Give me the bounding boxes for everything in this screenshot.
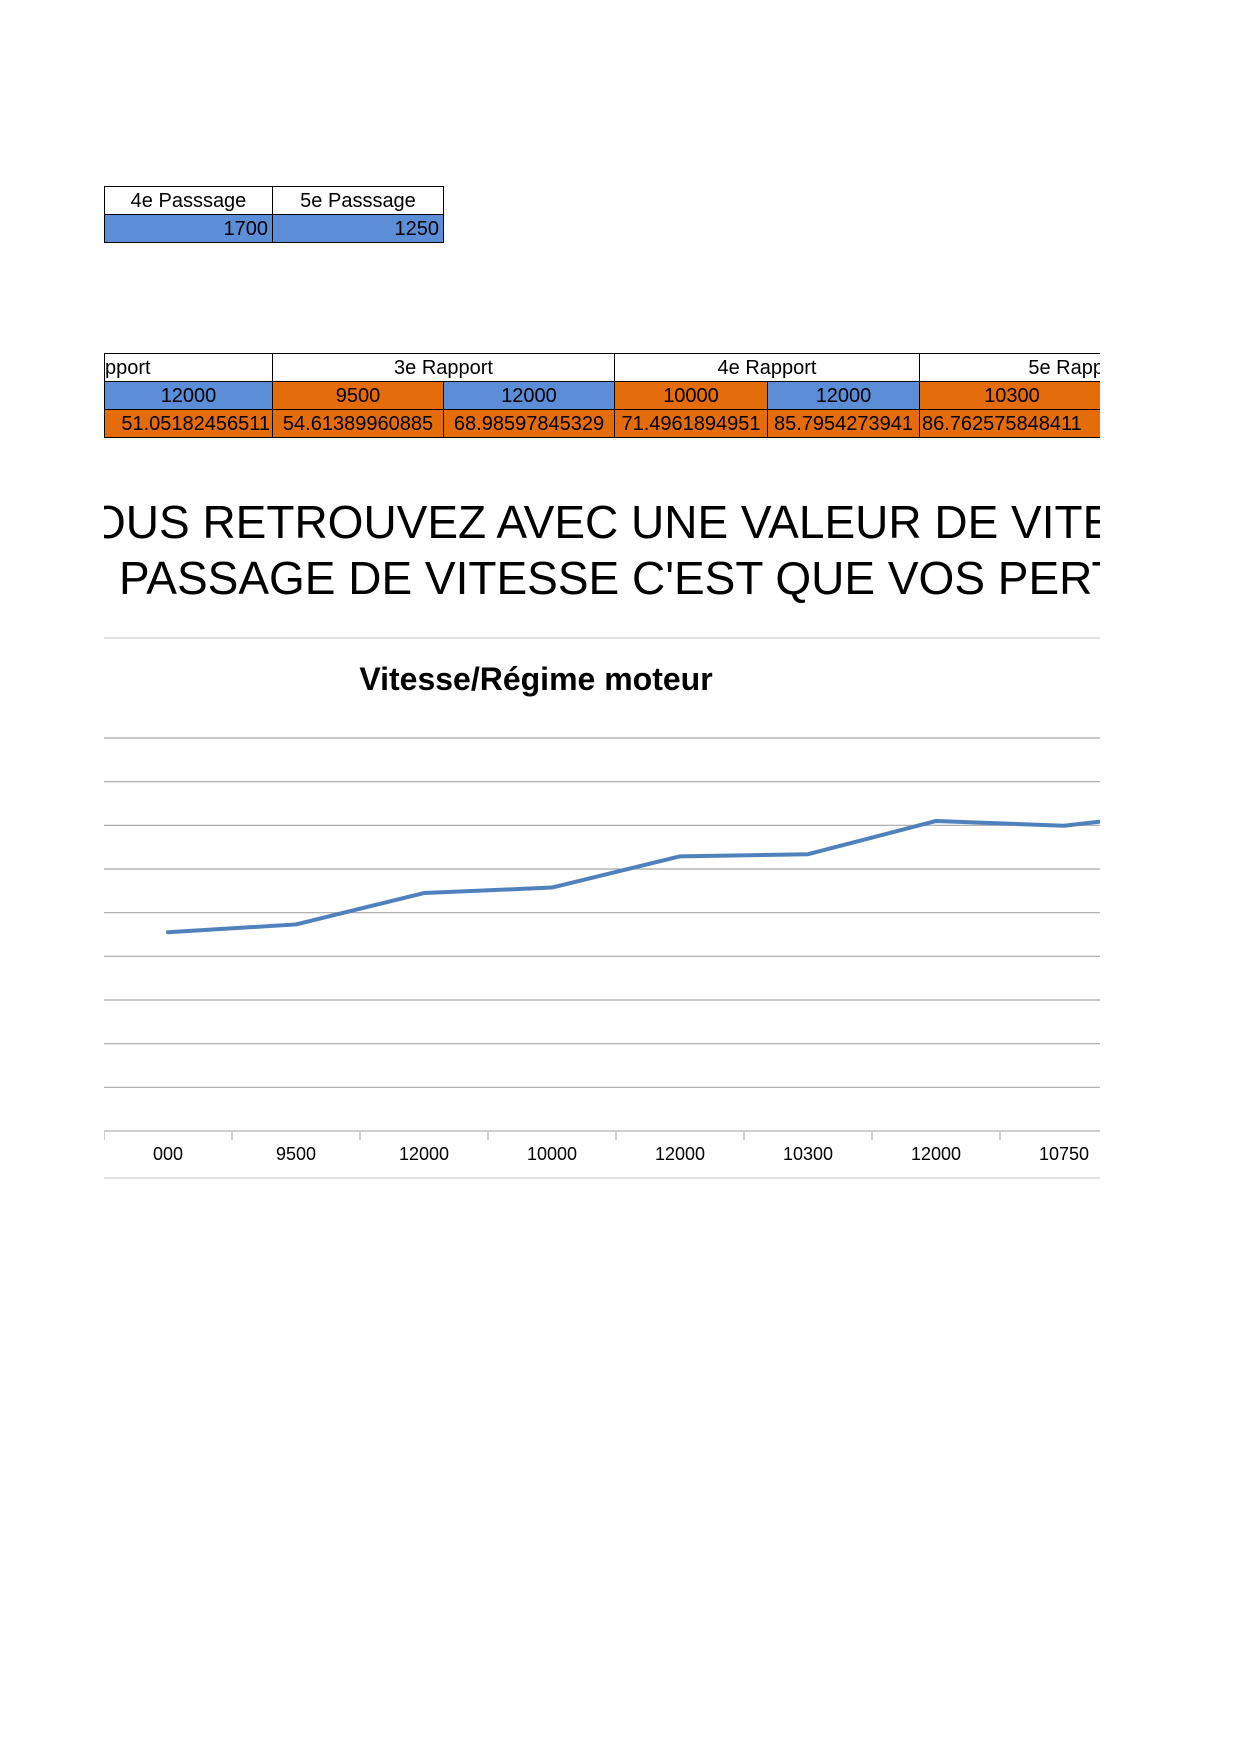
passages-value-row: 1700 1250 [104,214,444,243]
x-tick-label: 12000 [399,1144,449,1164]
speed-cell: 68.98597845329 [443,409,615,438]
speed-cell: 85.7954273941 [767,409,920,438]
value-5e-passage: 1250 [272,214,444,243]
header-5e-rapport: 5e Rapp [919,353,1100,382]
rpm-cell: 12000 [104,381,273,410]
x-tick-label: 12000 [655,1144,705,1164]
header-2e-rapport: pport [104,353,273,382]
series-line [166,818,1100,935]
header-3e-rapport: 3e Rapport [272,353,615,382]
speed-cell: 86.762575848411 [919,409,1100,438]
speed-cell: 51.05182456511 [104,409,273,438]
heading-line-1: OUS RETROUVEZ AVEC UNE VALEUR DE VITESSE [104,496,1100,548]
x-tick-label: 10750 [1039,1144,1089,1164]
rpm-cell: 9500 [272,381,444,410]
value-4e-passage: 1700 [104,214,273,243]
rpm-cell: 10300 [919,381,1100,410]
header-4e-rapport: 4e Rapport [614,353,920,382]
passages-table-wrapper: 4e Passsage 5e Passsage 1700 1250 [104,186,1100,243]
header-4e-passage: 4e Passsage [104,186,273,215]
passages-table: 4e Passsage 5e Passsage 1700 1250 [104,186,444,243]
x-tick-label: 10000 [527,1144,577,1164]
rpm-cell: 10000 [614,381,768,410]
rpm-cell: 12000 [767,381,920,410]
x-tick-label: 9500 [276,1144,316,1164]
x-tick-label: 12000 [911,1144,961,1164]
speed-cell: 71.4961894951 [614,409,768,438]
chart-title: Vitesse/Régime moteur [359,661,713,697]
chart-plot: 000 9500 12000 10000 12000 10300 12000 10750 [104,637,1100,1179]
x-tick-label: 10300 [783,1144,833,1164]
header-5e-passage: 5e Passsage [272,186,444,215]
rapport-rpm-row: 12000 9500 12000 10000 12000 10300 [104,381,1100,410]
rapport-speed-row: 51.05182456511 54.61389960885 68.9859784… [104,409,1100,438]
rapport-header-row: pport 3e Rapport 4e Rapport 5e Rapp [104,353,1100,382]
rapport-table: pport 3e Rapport 4e Rapport 5e Rapp 1200… [104,353,1100,438]
heading-line-2: PASSAGE DE VITESSE C'EST QUE VOS PERTES [119,552,1100,604]
speed-cell: 54.61389960885 [272,409,444,438]
rpm-cell: 12000 [443,381,615,410]
warning-heading: OUS RETROUVEZ AVEC UNE VALEUR DE VITESSE… [104,494,1100,606]
speed-rpm-chart: Vitesse/Régime moteur 000 9500 12000 10000 1… [104,637,1100,1180]
passages-header-row: 4e Passsage 5e Passsage [104,186,444,215]
rapport-table-wrapper: pport 3e Rapport 4e Rapport 5e Rapp 1200… [104,353,1100,438]
x-tick-label: 000 [153,1144,183,1164]
